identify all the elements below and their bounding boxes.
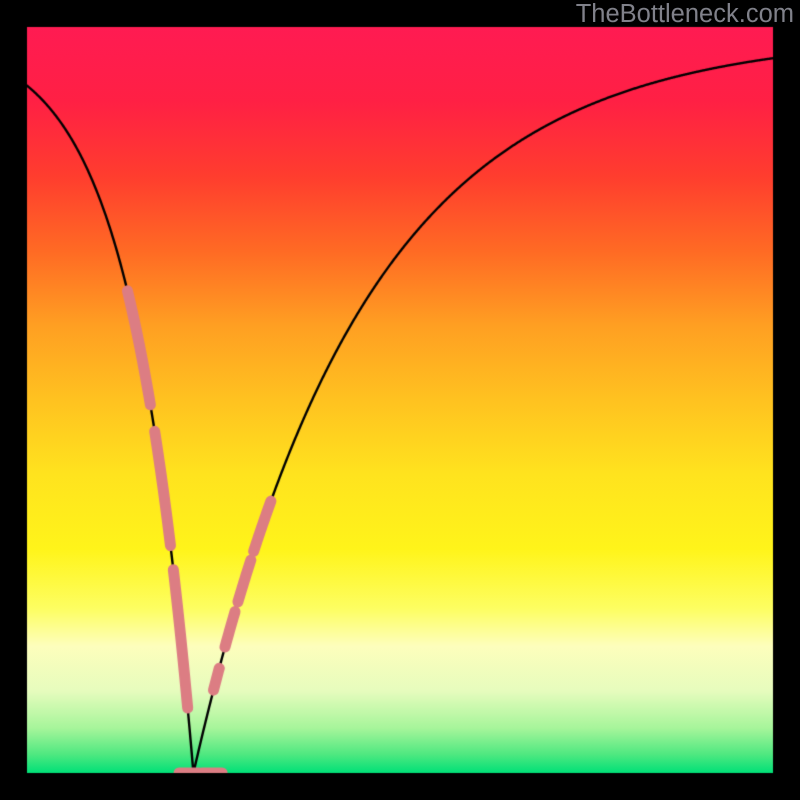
watermark-text: TheBottleneck.com: [576, 0, 794, 29]
bottleneck-curve-plot: [0, 0, 800, 800]
